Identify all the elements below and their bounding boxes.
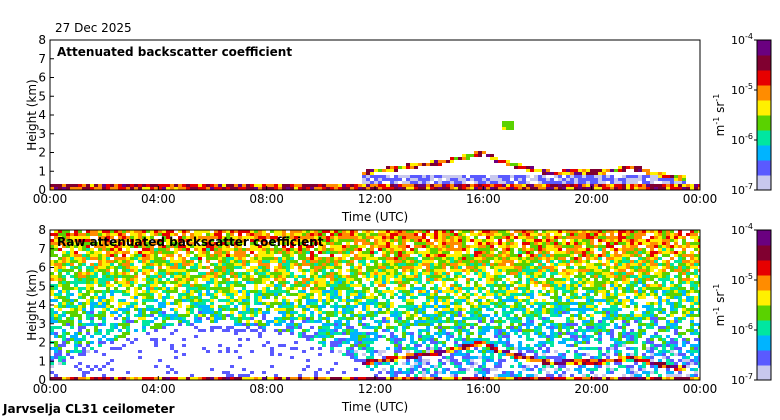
x-tick-label: 08:00: [249, 192, 284, 206]
colorbar-frame: [756, 39, 772, 191]
colorbar-segment: [757, 175, 771, 191]
y-tick-label: 6: [38, 261, 46, 275]
y-tick-label: 0: [38, 373, 46, 387]
colorbar-segment: [757, 230, 771, 246]
heatmap-cells-level-4: [50, 230, 700, 356]
colorbar-segment: [757, 160, 771, 176]
x-tick-label: 12:00: [358, 382, 393, 396]
y-tick-label: 2: [38, 146, 46, 160]
colorbar-tick-label: 10-6: [731, 132, 753, 147]
colorbar-segment: [757, 70, 771, 86]
y-tick-label: 8: [38, 33, 46, 47]
x-tick-label: 00:00: [683, 382, 718, 396]
heatmap-cells-level-2: [50, 281, 700, 377]
heatmap-cells-level-6: [50, 151, 700, 190]
colorbar-segment: [757, 55, 771, 71]
colorbar-frame: [756, 229, 772, 381]
colorbar-tick-label: 10-4: [731, 222, 753, 237]
heatmap-cells-level-8: [50, 344, 690, 380]
heatmap-cells-level-0: [362, 175, 682, 184]
colorbar-segment: [757, 365, 771, 381]
heatmap-cells-level-3: [50, 248, 700, 377]
y-axis-label: Height (km): [25, 79, 39, 150]
x-tick-label: 20:00: [574, 382, 609, 396]
date-label: 27 Dec 2025: [55, 21, 132, 35]
x-tick-label: 04:00: [141, 192, 176, 206]
y-tick-label: 3: [38, 317, 46, 331]
raw-backscatter-panel: Raw attenuated backscatter coefficient T…: [25, 222, 772, 414]
y-tick-label: 5: [38, 279, 46, 293]
colorbar: 10-4 10-5 10-6 10-7: [731, 32, 772, 197]
colorbar-tick-label: 10-7: [731, 372, 753, 387]
x-tick-label: 12:00: [358, 192, 393, 206]
colorbar-segment: [757, 145, 771, 161]
colorbar-segment: [757, 335, 771, 351]
panel-title: Raw attenuated backscatter coefficient: [57, 235, 324, 249]
y-tick-label: 0: [38, 183, 46, 197]
y-tick-label: 7: [38, 52, 46, 66]
colorbar-tick-label: 10-7: [731, 182, 753, 197]
y-tick-label: 8: [38, 223, 46, 237]
y-axis-label: Height (km): [25, 269, 39, 340]
heatmap-cells-level-7: [78, 154, 700, 190]
x-tick-label: 04:00: [141, 382, 176, 396]
colorbar-segment: [757, 100, 771, 116]
colorbar-segment: [757, 275, 771, 291]
colorbar-segment: [757, 260, 771, 276]
colorbar-segment: [757, 85, 771, 101]
x-axis-label: Time (UTC): [341, 400, 408, 414]
x-tick-label: 00:00: [33, 192, 68, 206]
x-tick-label: 00:00: [33, 382, 68, 396]
colorbar-segment: [757, 40, 771, 56]
y-tick-label: 1: [38, 354, 46, 368]
colorbar-label: m-1 sr-1: [712, 284, 727, 327]
heatmap-cells-level-5: [50, 230, 700, 380]
colorbar-segment: [757, 245, 771, 261]
colorbar-segment: [757, 350, 771, 366]
x-axis-label: Time (UTC): [341, 210, 408, 224]
x-tick-label: 20:00: [574, 192, 609, 206]
colorbar-tick-label: 10-5: [731, 272, 753, 287]
colorbar-segment: [757, 115, 771, 131]
y-tick-label: 4: [38, 298, 46, 312]
colorbar-segment: [757, 130, 771, 146]
heatmap-cells-level-1: [362, 175, 686, 184]
colorbar-segment: [757, 305, 771, 321]
raw-backscatter-heatmap: [50, 230, 700, 380]
x-tick-label: 16:00: [466, 382, 501, 396]
x-tick-label: 00:00: [683, 192, 718, 206]
colorbar-tick-label: 10-5: [731, 82, 753, 97]
y-tick-label: 4: [38, 108, 46, 122]
colorbar: 10-4 10-5 10-6 10-7: [731, 222, 772, 387]
y-tick-label: 2: [38, 336, 46, 350]
backscatter-heatmap: [50, 121, 700, 190]
colorbar-segment: [757, 290, 771, 306]
attenuated-backscatter-panel: Attenuated backscatter coefficient Time …: [25, 32, 772, 224]
plot-area: [50, 40, 700, 190]
panel-title: Attenuated backscatter coefficient: [57, 45, 292, 59]
colorbar-tick-label: 10-6: [731, 322, 753, 337]
colorbar-segment: [757, 320, 771, 336]
x-tick-label: 16:00: [466, 192, 501, 206]
y-tick-label: 3: [38, 127, 46, 141]
colorbar-label: m-1 sr-1: [712, 94, 727, 137]
colorbar-tick-label: 10-4: [731, 32, 753, 47]
heatmap-cells-level-1: [50, 311, 700, 377]
y-tick-label: 5: [38, 89, 46, 103]
y-tick-label: 1: [38, 164, 46, 178]
instrument-footer: Jarvselja CL31 ceilometer: [3, 402, 175, 416]
y-tick-label: 6: [38, 71, 46, 85]
y-tick-label: 7: [38, 242, 46, 256]
x-tick-label: 08:00: [249, 382, 284, 396]
